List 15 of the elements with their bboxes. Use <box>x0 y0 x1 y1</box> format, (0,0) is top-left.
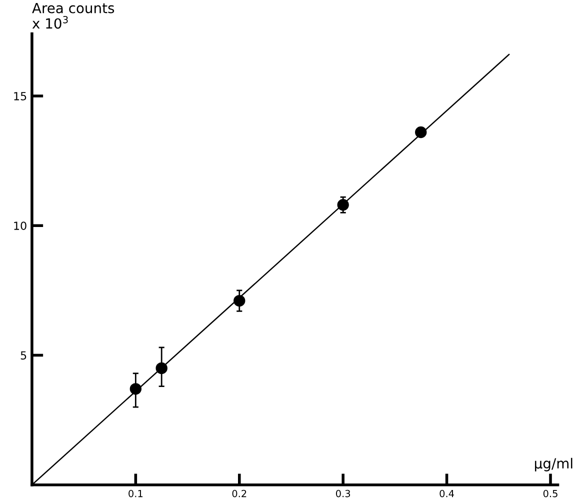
x-tick-label: 0.5 <box>543 490 558 498</box>
x-axis-title: µg/ml <box>534 458 572 472</box>
point <box>415 126 427 138</box>
y-tick-label: 10 <box>14 222 26 230</box>
x-tick-label: 0.2 <box>232 490 246 498</box>
point <box>156 362 168 374</box>
point <box>234 294 246 307</box>
point <box>130 383 142 395</box>
y-tick-label: 5 <box>20 351 26 360</box>
x-tick-label: 0.1 <box>128 490 142 498</box>
y-axis-title: Area counts x 10$^{3}$ <box>32 2 114 29</box>
x-tick-label: 0.4 <box>440 490 454 498</box>
x-tick-label: 0.3 <box>336 490 350 498</box>
point <box>337 199 349 211</box>
y-tick-label: 15 <box>14 92 26 100</box>
